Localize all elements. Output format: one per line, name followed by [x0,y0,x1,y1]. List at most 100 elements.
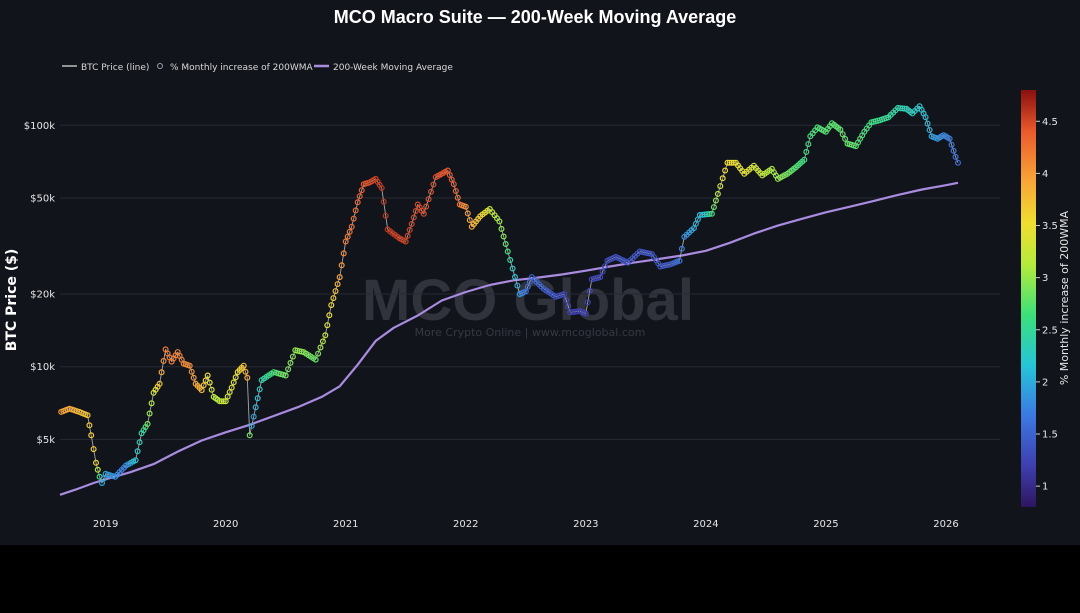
colorbar-tick-label: 4 [1042,169,1048,180]
price-marker [565,303,572,310]
price-marker [186,362,193,369]
price-marker [315,350,322,357]
price-markers [58,103,961,487]
x-tick-label: 2020 [213,519,238,530]
price-marker [248,422,255,429]
price-marker [254,395,261,402]
price-marker [509,265,516,272]
price-marker [242,368,249,375]
price-marker [454,194,461,201]
price-marker [358,187,365,194]
price-marker [952,153,959,160]
price-marker [340,250,347,257]
price-marker [402,238,409,245]
price-marker [356,193,363,200]
price-marker [256,386,263,393]
price-marker [924,120,931,127]
price-marker [410,214,417,221]
price-marker [200,382,207,389]
price-marker [144,420,151,427]
price-marker [220,398,227,405]
x-tick-label: 2025 [813,519,838,530]
price-marker [464,210,471,217]
colorbar-tick-label: 1 [1042,482,1048,493]
price-marker [408,221,415,228]
colorbar-title: % Monthly increase of 200WMA [1058,210,1071,385]
colorbar-tick-label: 1.5 [1042,430,1058,441]
price-marker [599,268,606,275]
price-marker [837,126,844,133]
price-marker [208,386,215,393]
wma-line [59,181,959,496]
price-marker [332,288,339,295]
price-marker [926,126,933,133]
y-tick-label: $50k [30,193,55,204]
price-marker [84,412,91,419]
x-tick-label: 2022 [453,519,478,530]
y-tick-label: $5k [36,435,55,446]
colorbar-ticks: 1 1.5 2 2.5 3 3.5 4 4.5 [1036,117,1058,493]
price-marker [206,379,213,386]
price-marker [805,141,812,148]
price-marker [319,338,326,345]
price-marker [190,374,197,381]
price-marker [188,368,195,375]
price-marker [94,466,101,473]
price-marker [430,181,437,188]
price-marker [722,167,729,174]
price-marker [92,459,99,466]
legend-dot-swatch [157,63,163,69]
y-tick-label: $10k [30,362,55,373]
price-marker [134,448,141,455]
price-marker [710,204,717,211]
wma-series [59,181,959,496]
price-marker [352,207,359,214]
x-tick-label: 2021 [333,519,358,530]
chart-title: MCO Macro Suite — 200-Week Moving Averag… [334,7,736,27]
price-marker [428,188,435,195]
price-marker [404,232,411,239]
price-marker [285,366,292,373]
price-marker [336,274,343,281]
price-marker [946,135,953,142]
price-marker [730,159,737,166]
price-marker [496,218,503,225]
price-marker [348,223,355,230]
bottom-band [0,545,1080,613]
price-marker [230,379,237,386]
price-marker [526,278,533,285]
price-marker [714,190,721,197]
price-marker [950,147,957,154]
colorbar-tick-label: 3 [1042,273,1048,284]
price-marker [312,356,319,363]
chart-container: MCO Macro Suite — 200-Week Moving Averag… [0,0,1080,545]
x-tick-label: 2026 [933,519,958,530]
chart-svg: MCO Macro Suite — 200-Week Moving Averag… [4,7,1071,530]
price-marker [218,398,225,405]
price-marker [452,188,459,195]
price-marker [948,141,955,148]
price-marker [406,226,413,233]
price-marker [922,114,929,121]
price-marker [350,215,357,222]
price-marker [563,297,570,304]
legend-wma-label: 200-Week Moving Average [333,63,453,73]
price-marker [601,263,608,270]
price-marker [90,446,97,453]
colorbar-tick-label: 4.5 [1042,117,1058,128]
price-marker [354,199,361,206]
price-marker [338,262,345,269]
price-marker [252,404,259,411]
price-marker [86,422,93,429]
price-marker [425,196,432,203]
price-marker [498,225,505,232]
colorbar-tick-label: 2.5 [1042,325,1058,336]
watermark-sub: More Crypto Online | www.mcoglobal.com [415,326,646,339]
price-marker [136,439,143,446]
colorbar-tick-label: 3.5 [1042,221,1058,232]
price-marker [378,185,385,192]
x-axis-ticks: 2019 2020 2021 2022 2023 2024 2025 2026 [93,519,959,530]
price-marker [250,413,257,420]
price-marker [198,387,205,394]
price-marker [322,332,329,339]
